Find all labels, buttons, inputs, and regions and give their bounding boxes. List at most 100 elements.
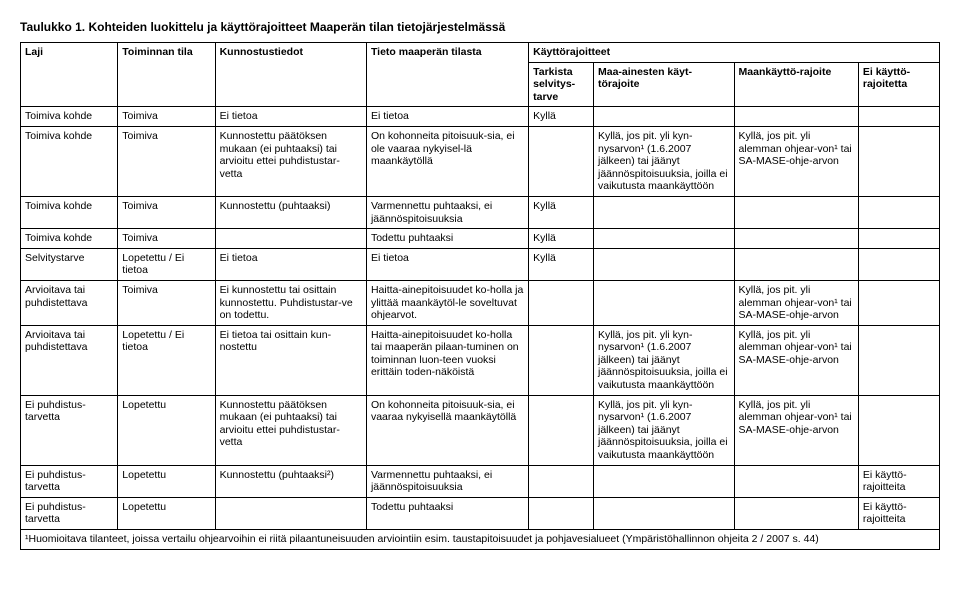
table-row: Toimiva kohdeToimivaEi tietoaEi tietoaKy…	[21, 107, 940, 127]
table-cell	[593, 107, 734, 127]
header-tieto-tilasta: Tieto maaperän tilasta	[366, 43, 528, 107]
table-cell	[593, 280, 734, 325]
table-cell: Kunnostettu (puhtaaksi)	[215, 196, 366, 228]
table-cell: Toimiva	[118, 126, 215, 196]
table-cell: Toimiva kohde	[21, 196, 118, 228]
table-cell: Kunnostettu päätöksen mukaan (ei puhtaak…	[215, 126, 366, 196]
table-cell: Ei tietoa tai osittain kun-nostettu	[215, 325, 366, 395]
table-cell: Ei puhdistus-tarvetta	[21, 497, 118, 529]
header-tarkista: Tarkista selvitys-tarve	[529, 62, 594, 107]
table-row: SelvitystarveLopetettu / Ei tietoaEi tie…	[21, 248, 940, 280]
table-cell	[858, 248, 939, 280]
table-cell: Toimiva	[118, 280, 215, 325]
header-ei-kaytto: Ei käyttö-rajoitetta	[858, 62, 939, 107]
classification-table: Laji Toiminnan tila Kunnostustiedot Tiet…	[20, 42, 940, 550]
header-kunnostustiedot: Kunnostustiedot	[215, 43, 366, 107]
table-cell: On kohonneita pitoisuuk-sia, ei ole vaar…	[366, 126, 528, 196]
table-cell: Kyllä	[529, 248, 594, 280]
table-cell: Lopetettu / Ei tietoa	[118, 325, 215, 395]
table-cell: Toimiva	[118, 107, 215, 127]
table-cell	[529, 126, 594, 196]
table-cell	[593, 196, 734, 228]
header-maa-ainesten: Maa-ainesten käyt-törajoite	[593, 62, 734, 107]
table-cell: Haitta-ainepitoisuudet ko-holla tai maap…	[366, 325, 528, 395]
header-laji: Laji	[21, 43, 118, 107]
table-row: Arvioitava tai puhdistettavaLopetettu / …	[21, 325, 940, 395]
table-cell: Toimiva kohde	[21, 126, 118, 196]
table-cell: Ei kunnostettu tai osittain kunnostettu.…	[215, 280, 366, 325]
table-cell: Kyllä, jos pit. yli kyn-nysarvon¹ (1.6.2…	[593, 126, 734, 196]
table-cell: Toimiva kohde	[21, 107, 118, 127]
table-cell: Kyllä	[529, 196, 594, 228]
header-kayttorajoitteet: Käyttörajoitteet	[529, 43, 940, 63]
table-cell	[734, 229, 858, 249]
table-cell	[858, 196, 939, 228]
table-cell	[858, 107, 939, 127]
table-cell	[215, 497, 366, 529]
table-cell: Kyllä, jos pit. yli kyn-nysarvon¹ (1.6.2…	[593, 395, 734, 465]
table-cell: Todettu puhtaaksi	[366, 229, 528, 249]
table-cell: Ei tietoa	[215, 248, 366, 280]
table-cell: Ei puhdistus-tarvetta	[21, 465, 118, 497]
table-cell	[529, 280, 594, 325]
table-cell: Varmennettu puhtaaksi, ei jäännöspitoisu…	[366, 196, 528, 228]
table-cell	[858, 395, 939, 465]
table-row: Toimiva kohdeToimivaKunnostettu päätökse…	[21, 126, 940, 196]
table-cell: Kunnostettu päätöksen mukaan (ei puhtaak…	[215, 395, 366, 465]
table-cell: Kyllä	[529, 107, 594, 127]
table-row: Ei puhdistus-tarvettaLopetettuKunnostett…	[21, 465, 940, 497]
table-cell	[734, 497, 858, 529]
table-cell: Kunnostettu (puhtaaksi²)	[215, 465, 366, 497]
table-row: Ei puhdistus-tarvettaLopetettuKunnostett…	[21, 395, 940, 465]
table-cell	[858, 325, 939, 395]
table-cell	[529, 497, 594, 529]
table-cell: Lopetettu	[118, 497, 215, 529]
table-cell: Kyllä, jos pit. yli alemman ohjear-von¹ …	[734, 126, 858, 196]
table-cell: Kyllä, jos pit. yli kyn-nysarvon¹ (1.6.2…	[593, 325, 734, 395]
table-cell: Todettu puhtaaksi	[366, 497, 528, 529]
table-cell: Lopetettu	[118, 465, 215, 497]
table-cell: Toimiva	[118, 196, 215, 228]
table-cell	[593, 497, 734, 529]
footnote: ¹Huomioitava tilanteet, joissa vertailu …	[21, 530, 940, 550]
table-cell: Varmennettu puhtaaksi, ei jäännöspitoisu…	[366, 465, 528, 497]
table-cell	[593, 248, 734, 280]
table-cell: Kyllä, jos pit. yli alemman ohjear-von¹ …	[734, 280, 858, 325]
table-cell: Toimiva	[118, 229, 215, 249]
table-cell: Haitta-ainepitoisuudet ko-holla ja ylitt…	[366, 280, 528, 325]
table-cell	[858, 126, 939, 196]
table-cell: Kyllä	[529, 229, 594, 249]
table-cell	[215, 229, 366, 249]
table-cell	[593, 229, 734, 249]
table-cell: Ei tietoa	[366, 107, 528, 127]
header-maankaytto: Maankäyttö-rajoite	[734, 62, 858, 107]
table-cell: Selvitystarve	[21, 248, 118, 280]
table-cell: Lopetettu / Ei tietoa	[118, 248, 215, 280]
table-cell: Arvioitava tai puhdistettava	[21, 325, 118, 395]
header-toiminnan-tila: Toiminnan tila	[118, 43, 215, 107]
table-row: Arvioitava tai puhdistettavaToimivaEi ku…	[21, 280, 940, 325]
table-cell: Toimiva kohde	[21, 229, 118, 249]
table-cell: On kohonneita pitoisuuk-sia, ei vaaraa n…	[366, 395, 528, 465]
table-cell: Ei puhdistus-tarvetta	[21, 395, 118, 465]
table-cell: Kyllä, jos pit. yli alemman ohjear-von¹ …	[734, 395, 858, 465]
table-title: Taulukko 1. Kohteiden luokittelu ja käyt…	[20, 20, 940, 34]
table-cell	[529, 465, 594, 497]
table-cell: Ei käyttö-rajoitteita	[858, 465, 939, 497]
table-cell: Ei tietoa	[215, 107, 366, 127]
table-cell	[858, 229, 939, 249]
table-cell	[734, 248, 858, 280]
table-cell: Arvioitava tai puhdistettava	[21, 280, 118, 325]
table-cell	[734, 196, 858, 228]
table-cell: Lopetettu	[118, 395, 215, 465]
table-cell: Kyllä, jos pit. yli alemman ohjear-von¹ …	[734, 325, 858, 395]
table-cell	[734, 465, 858, 497]
table-row: Ei puhdistus-tarvettaLopetettu Todettu pu…	[21, 497, 940, 529]
table-cell: Ei tietoa	[366, 248, 528, 280]
table-cell	[529, 325, 594, 395]
table-cell	[858, 280, 939, 325]
table-cell	[529, 395, 594, 465]
table-cell	[593, 465, 734, 497]
table-cell: Ei käyttö-rajoitteita	[858, 497, 939, 529]
table-row: Toimiva kohdeToimivaKunnostettu (puhtaak…	[21, 196, 940, 228]
